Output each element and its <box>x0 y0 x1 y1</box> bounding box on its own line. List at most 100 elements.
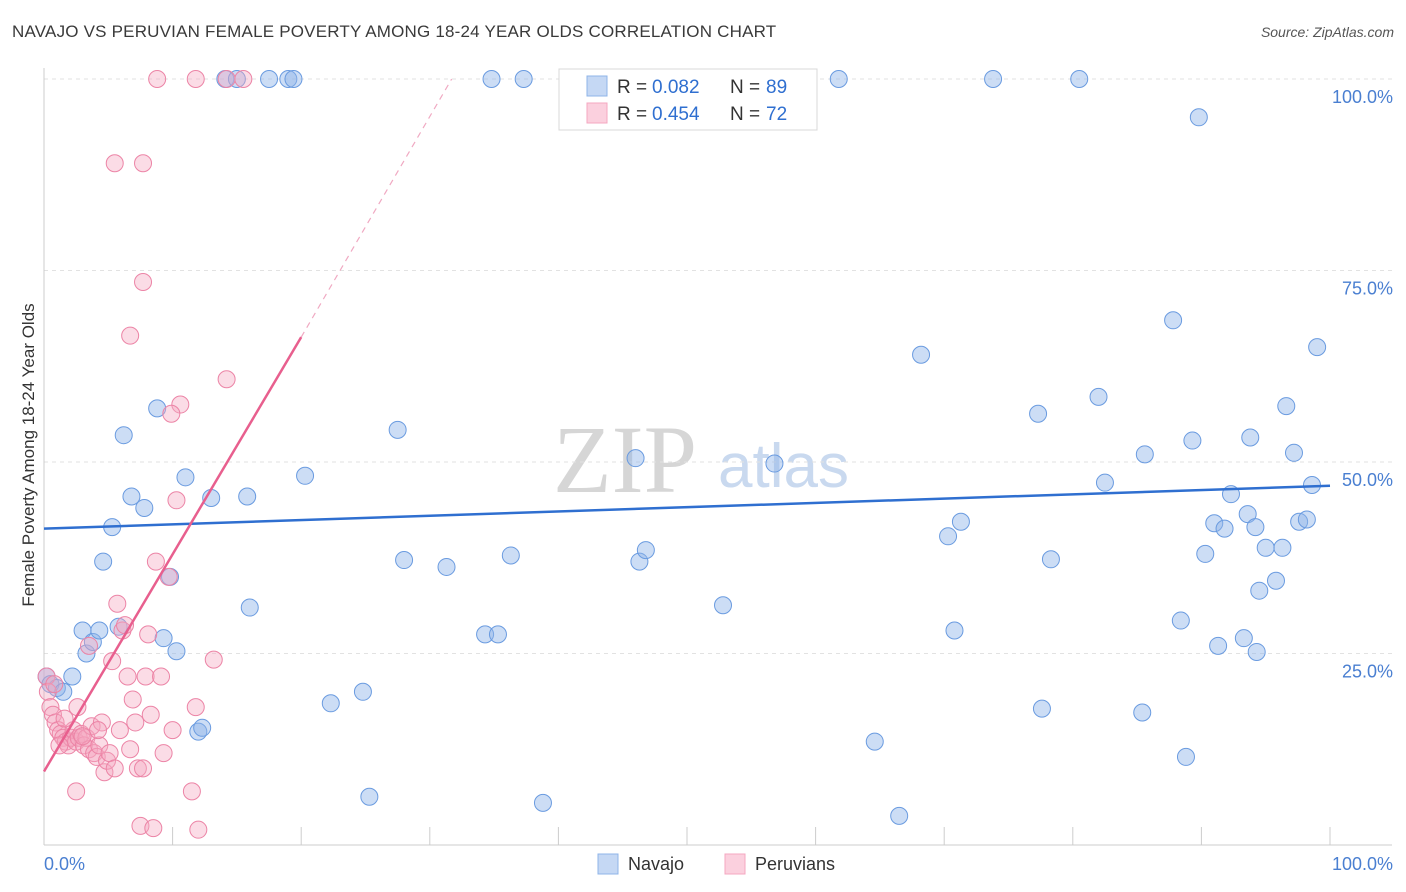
navajo-point <box>1183 431 1202 450</box>
navajo-point <box>1032 699 1051 718</box>
peruvian-point <box>105 759 124 778</box>
peruvian-point <box>37 667 56 686</box>
navajo-point <box>533 793 552 812</box>
navajo-point <box>1250 581 1269 600</box>
peruvian-point <box>163 721 182 740</box>
navajo-point <box>945 621 964 640</box>
y-tick-label: 50.0% <box>1342 470 1393 490</box>
navajo-point <box>176 468 195 487</box>
peruvian-point <box>90 736 109 755</box>
watermark-atlas: atlas <box>718 432 849 501</box>
navajo-point <box>1070 70 1089 88</box>
watermark: ZIP atlas <box>553 406 849 513</box>
navajo-point <box>1241 428 1260 447</box>
peruvian-point <box>118 667 137 686</box>
navajo-point <box>227 70 246 88</box>
navajo-point <box>238 487 257 506</box>
navajo-point <box>482 70 501 88</box>
navajo-point <box>765 454 784 473</box>
navajo-point <box>1164 311 1183 330</box>
top-legend: R = 0.082 N = 89 R = 0.454 N = 72 <box>558 68 818 131</box>
navajo-point <box>1196 544 1215 563</box>
navajo-point <box>951 512 970 531</box>
legend-navajo-label: Navajo <box>628 854 684 874</box>
navajo-point <box>90 621 109 640</box>
y-tick-label: 25.0% <box>1342 662 1393 682</box>
legend-r-value-peruvians: 0.454 <box>652 104 700 125</box>
navajo-point <box>54 682 73 701</box>
peruvian-point <box>134 759 153 778</box>
peruvian-point <box>126 713 145 732</box>
peruvian-point <box>171 395 190 414</box>
navajo-point <box>1247 642 1266 661</box>
peruvian-point <box>189 820 208 839</box>
navajo-point <box>122 487 141 506</box>
x-tick-label: 100.0% <box>1332 854 1393 874</box>
peruvian-point <box>182 782 201 801</box>
navajo-point <box>636 541 655 560</box>
navajo-point <box>501 546 520 565</box>
peruvian-point <box>110 721 129 740</box>
peruvian-point <box>89 721 108 740</box>
navajo-point <box>135 498 154 517</box>
peruvian-point <box>217 70 236 88</box>
peruvian-point <box>167 491 186 510</box>
peruvian-point <box>136 667 155 686</box>
peruvian-point <box>139 625 158 644</box>
navajo-point <box>1256 538 1275 557</box>
peruvian-point <box>204 650 223 669</box>
peruvian-bottom-swatch <box>724 853 746 875</box>
peruvian-point <box>152 667 171 686</box>
navajo-point <box>395 551 414 570</box>
peruvian-point <box>141 705 160 724</box>
peruvian-point <box>100 744 119 763</box>
peruvian-point <box>108 594 127 613</box>
navajo-point <box>1308 338 1327 357</box>
peruvian-point <box>45 675 64 694</box>
y-tick-label: 75.0% <box>1342 279 1393 299</box>
peruvian-legend-swatch <box>586 102 608 124</box>
source-label: Source: ZipAtlas.com <box>1260 24 1394 40</box>
navajo-point <box>939 527 958 546</box>
navajo-point <box>1297 510 1316 529</box>
tick-labels: 25.0% 50.0% 75.0% 100.0% 0.0% 100.0% <box>44 87 1393 874</box>
navajo-point <box>148 399 167 418</box>
peruvian-point <box>148 70 167 88</box>
navajo-point <box>1095 473 1114 492</box>
navajo-point <box>360 787 379 806</box>
navajo-point <box>279 70 298 88</box>
peruvian-point <box>134 272 153 291</box>
navajo-point <box>1189 108 1208 127</box>
bottom-legend: Navajo Peruvians <box>597 853 835 875</box>
legend-r-label-1: R = <box>617 77 647 98</box>
navajo-point <box>114 426 133 445</box>
chart-title: NAVAJO VS PERUVIAN FEMALE POVERTY AMONG … <box>12 22 777 41</box>
peruvian-point <box>105 154 124 173</box>
peruvian-point <box>146 552 165 571</box>
navajo-point <box>296 466 315 485</box>
navajo-point <box>1135 445 1154 464</box>
navajo-point <box>714 596 733 615</box>
navajo-point <box>1246 518 1265 537</box>
y-tick-label: 100.0% <box>1332 87 1393 107</box>
navajo-point <box>1041 550 1060 569</box>
gridlines <box>44 78 1392 654</box>
navajo-point <box>240 598 259 617</box>
navajo-point <box>193 718 212 737</box>
navajo-point <box>626 449 645 468</box>
peruvian-point <box>154 744 173 763</box>
navajo-point <box>1234 629 1253 648</box>
peruvian-point <box>134 154 153 173</box>
navajo-point <box>260 70 279 88</box>
navajo-point <box>1089 387 1108 406</box>
navajo-bottom-swatch <box>597 853 619 875</box>
peruvian-point <box>128 759 147 778</box>
legend-peruvians-label: Peruvians <box>755 854 835 874</box>
navajo-point <box>890 806 909 825</box>
legend-n-value-navajo: 89 <box>766 77 787 98</box>
navajo-point <box>865 732 884 751</box>
navajo-point <box>1277 397 1296 416</box>
axes <box>43 68 1392 846</box>
navajo-point <box>514 70 533 88</box>
legend-r-value-navajo: 0.082 <box>652 77 700 98</box>
